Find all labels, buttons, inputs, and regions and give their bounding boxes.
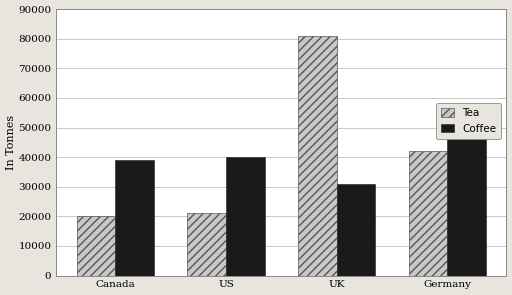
Bar [298,36,337,276]
Legend: Tea, Coffee: Tea, Coffee [436,103,501,139]
Bar [187,213,226,276]
Bar [337,184,375,276]
Bar [77,216,116,276]
Bar [447,124,486,276]
Y-axis label: In Tonnes: In Tonnes [6,115,15,170]
Bar [116,160,154,276]
Bar [409,151,447,276]
Bar [226,157,265,276]
